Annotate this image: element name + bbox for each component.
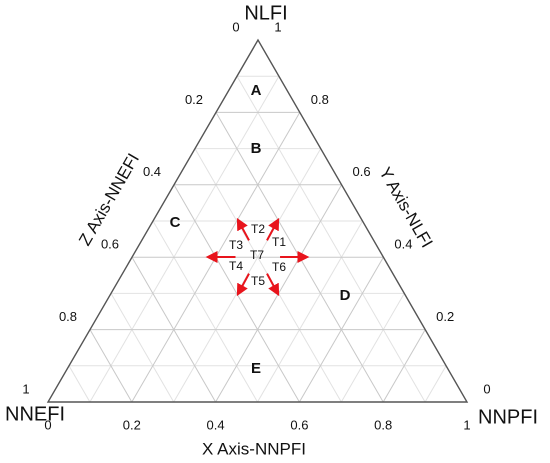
grid-line bbox=[110, 293, 175, 403]
arrow bbox=[236, 217, 250, 241]
region-label: C bbox=[170, 214, 181, 231]
region-label: A bbox=[251, 82, 262, 99]
arrow bbox=[266, 273, 280, 297]
x-tick-label: 0.6 bbox=[290, 417, 308, 432]
z-tick-label: 0.2 bbox=[185, 92, 203, 107]
region-label: E bbox=[251, 360, 261, 377]
grid bbox=[68, 75, 447, 403]
region-label: D bbox=[340, 287, 351, 304]
triangle-frame bbox=[46, 38, 469, 403]
grid-line bbox=[257, 220, 363, 403]
z-tick-label: 0.8 bbox=[59, 309, 77, 324]
x-tick-label: 0 bbox=[44, 417, 51, 432]
grid-line bbox=[424, 365, 447, 403]
grid-line bbox=[152, 220, 258, 403]
z-tick-label: 0.6 bbox=[101, 237, 119, 252]
grid-line bbox=[89, 75, 280, 403]
grid-line bbox=[382, 329, 426, 403]
arrows bbox=[205, 217, 310, 297]
arrow bbox=[236, 273, 250, 297]
grid-line bbox=[298, 256, 384, 403]
y-tick-label: 0.8 bbox=[311, 92, 329, 107]
y-tick-label: 0 bbox=[483, 381, 490, 396]
vertex-label: NLFI bbox=[244, 2, 287, 24]
transition-label: T3 bbox=[229, 238, 243, 252]
x-tick-label: 0.4 bbox=[207, 417, 225, 432]
y-tick-label: 0.4 bbox=[394, 237, 412, 252]
transition-label: T2 bbox=[251, 222, 265, 236]
transition-label: T4 bbox=[229, 259, 243, 273]
grid-line bbox=[236, 75, 426, 403]
vertex-label: NNPFI bbox=[478, 406, 538, 428]
x-tick-label: 0.2 bbox=[123, 417, 141, 432]
x-axis-title: X Axis-NNPFI bbox=[202, 439, 306, 458]
grid-line bbox=[340, 293, 405, 403]
x-tick-label: 1 bbox=[463, 417, 470, 432]
x-tick-label: 0.8 bbox=[374, 417, 392, 432]
z-axis-title: Z Axis-NNEFI bbox=[75, 150, 143, 249]
y-tick-label: 0.2 bbox=[436, 309, 454, 324]
z-tick-label: 1 bbox=[22, 381, 29, 396]
vertex-label: NNEFI bbox=[5, 403, 65, 425]
transition-label: T7 bbox=[250, 248, 264, 262]
z-tick-label: 0 bbox=[232, 19, 239, 34]
grid-line bbox=[131, 256, 217, 403]
grid-line bbox=[89, 329, 133, 403]
transition-label: T5 bbox=[251, 274, 265, 288]
arrow bbox=[266, 217, 280, 241]
transition-label: T6 bbox=[272, 260, 286, 274]
transition-label: T1 bbox=[272, 235, 286, 249]
grid-line bbox=[173, 184, 300, 403]
z-tick-label: 0.4 bbox=[143, 164, 161, 179]
grid-line bbox=[68, 365, 91, 403]
y-tick-label: 1 bbox=[274, 19, 281, 34]
region-label: B bbox=[251, 140, 262, 157]
y-tick-label: 0.6 bbox=[353, 164, 371, 179]
